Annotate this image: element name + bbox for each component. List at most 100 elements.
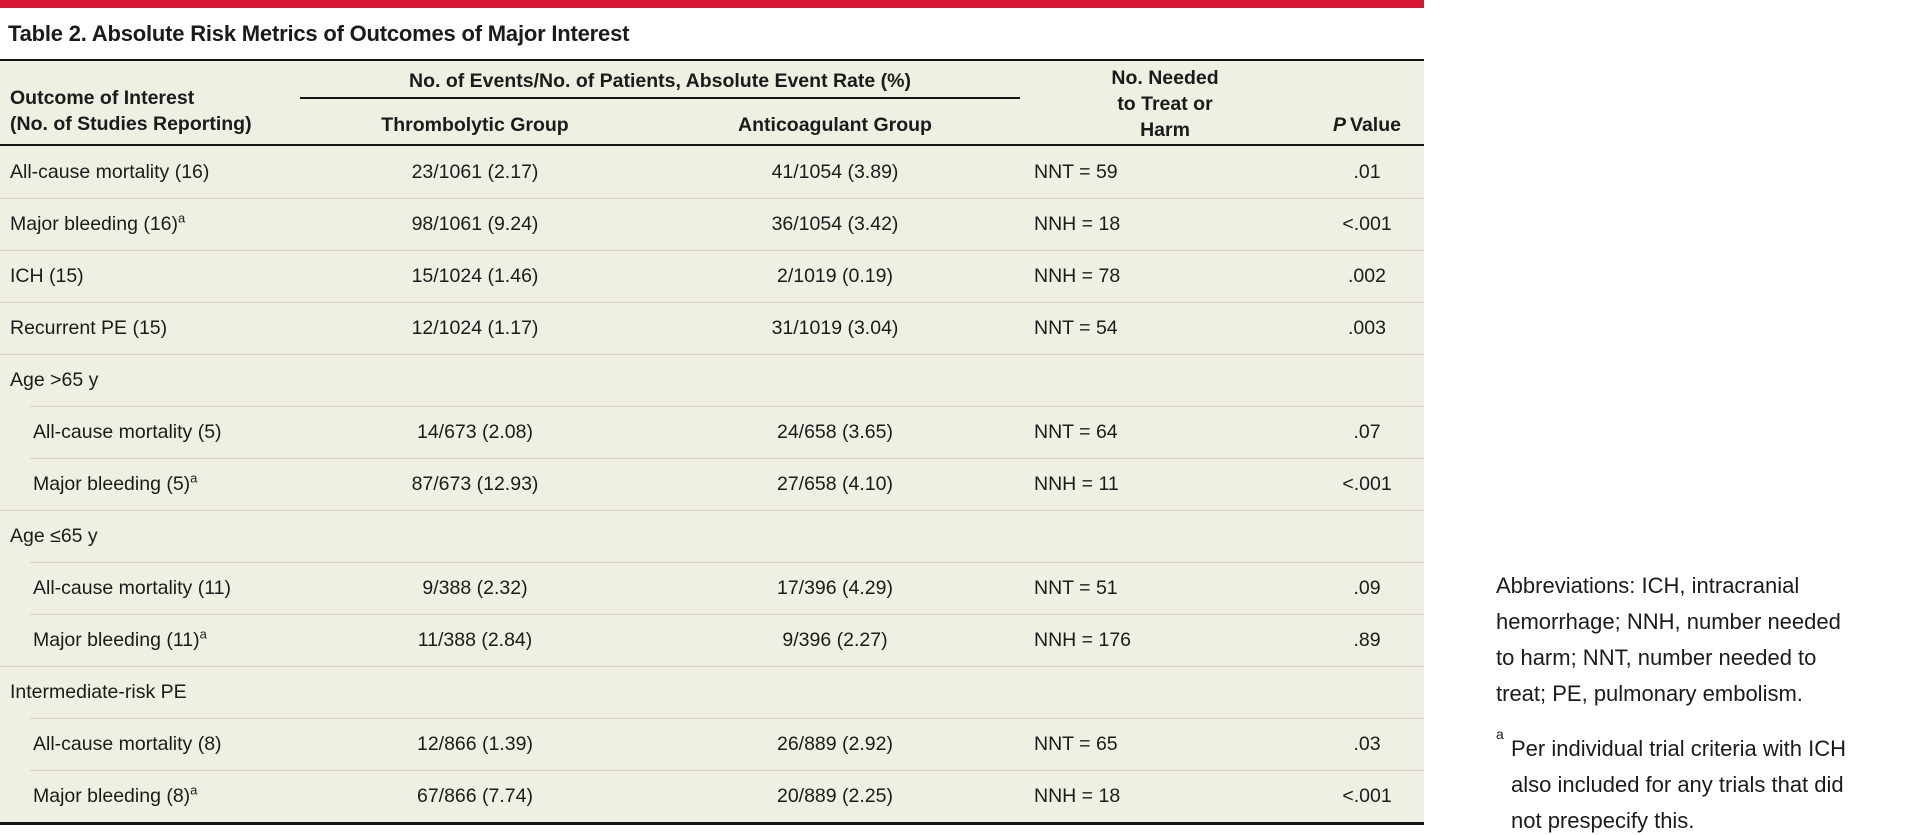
col-header-p-rest: Value [1350, 114, 1401, 136]
table-body: All-cause mortality (16) 23/1061 (2.17) 41… [0, 146, 1424, 822]
table-row: All-cause mortality (16) 23/1061 (2.17) 41… [0, 146, 1424, 198]
anticoagulant-cell: 27/658 (4.10) [776, 472, 893, 495]
outcome-cell: Major bleeding (11)a [33, 626, 207, 651]
section-label: Age ≤65 y [10, 524, 98, 547]
col-header-outcome: Outcome of Interest (No. of Studies Repo… [0, 61, 300, 144]
nnt-nnh-cell: NNH = 18 [1034, 784, 1121, 807]
footnote-ref: a [190, 782, 198, 797]
section-label: Age >65 y [10, 368, 99, 391]
col-header-nnt: No. Needed to Treat or Harm [1020, 61, 1310, 144]
thrombolytic-cell: 98/1061 (9.24) [411, 212, 539, 235]
col-header-nnt-line2: to Treat or [1117, 92, 1213, 115]
outcome-cell: Recurrent PE (15) [10, 316, 168, 339]
thrombolytic-cell: 87/673 (12.93) [411, 472, 539, 495]
abbreviations-line: treat; PE, pulmonary embolism. [1496, 681, 1803, 706]
footnote-a: a Per individual trial criteria with ICH… [1496, 727, 1924, 835]
section-row: Age >65 y [0, 354, 1424, 406]
thrombolytic-cell: 11/388 (2.84) [417, 628, 533, 651]
footnote-line: not prespecify this. [1511, 808, 1695, 833]
outcome-cell: All-cause mortality (8) [33, 732, 222, 755]
p-value-cell: .89 [1353, 628, 1381, 651]
nnt-nnh-cell: NNT = 51 [1034, 576, 1118, 599]
group-header-events: No. of Events/No. of Patients, Absolute … [300, 61, 1020, 99]
nnt-nnh-cell: NNH = 78 [1034, 264, 1121, 287]
anticoagulant-cell: 2/1019 (0.19) [776, 264, 893, 287]
table-row: All-cause mortality (8) 12/866 (1.39) 26/8… [0, 718, 1424, 770]
section-row: Intermediate-risk PE [0, 666, 1424, 718]
footnote-ref: a [178, 210, 186, 225]
thrombolytic-cell: 12/1024 (1.17) [411, 316, 539, 339]
outcome-cell: Major bleeding (16)a [10, 210, 186, 235]
col-header-anticoagulant: Anticoagulant Group [738, 114, 932, 136]
footnote-ref: a [199, 626, 207, 641]
accent-bar [0, 0, 1424, 8]
p-value-cell: .01 [1353, 160, 1381, 183]
outcome-cell: All-cause mortality (16) [10, 160, 210, 183]
table-row: All-cause mortality (5) 14/673 (2.08) 24/6… [0, 406, 1424, 458]
nnt-nnh-cell: NNT = 59 [1034, 160, 1118, 183]
anticoagulant-cell: 17/396 (4.29) [776, 576, 893, 599]
anticoagulant-cell: 20/889 (2.25) [776, 784, 893, 807]
anticoagulant-cell: 31/1019 (3.04) [771, 316, 899, 339]
col-header-pvalue: P Value [1310, 61, 1424, 144]
abbreviations-line: hemorrhage; NNH, number needed [1496, 609, 1841, 634]
footnote-line: also included for any trials that did [1511, 772, 1844, 797]
thrombolytic-cell: 15/1024 (1.46) [411, 264, 539, 287]
anticoagulant-cell: 24/658 (3.65) [776, 420, 893, 443]
abbreviations-line: to harm; NNT, number needed to [1496, 645, 1817, 670]
thrombolytic-cell: 14/673 (2.08) [416, 420, 533, 443]
nnt-nnh-cell: NNT = 54 [1034, 316, 1118, 339]
col-group-events: No. of Events/No. of Patients, Absolute … [300, 61, 1020, 144]
outcome-cell: ICH (15) [10, 264, 84, 287]
nnt-nnh-cell: NNT = 65 [1034, 732, 1118, 755]
footnote-lines: Per individual trial criteria with ICH a… [1511, 731, 1924, 835]
table-row: All-cause mortality (11) 9/388 (2.32) 17/3… [0, 562, 1424, 614]
col-header-nnt-lines: No. Needed to Treat or Harm [1111, 65, 1218, 143]
p-value-cell: .002 [1348, 264, 1386, 287]
section-label: Intermediate-risk PE [10, 680, 187, 703]
nnt-nnh-cell: NNH = 176 [1034, 628, 1132, 651]
nnt-nnh-cell: NNH = 11 [1034, 472, 1119, 495]
table-row: Major bleeding (16)a 98/1061 (9.24) 36/105… [0, 198, 1424, 250]
outcome-cell: Major bleeding (5)a [33, 470, 198, 495]
anticoagulant-cell: 41/1054 (3.89) [771, 160, 899, 183]
thrombolytic-cell: 12/866 (1.39) [416, 732, 533, 755]
table-row: ICH (15) 15/1024 (1.46) 2/1019 (0.19) NNH =… [0, 250, 1424, 302]
col-header-outcome-line2: (No. of Studies Reporting) [10, 113, 252, 135]
footnote-ref: a [190, 470, 198, 485]
anticoagulant-cell: 36/1054 (3.42) [771, 212, 899, 235]
abbreviations-line: Abbreviations: ICH, intracranial [1496, 573, 1800, 598]
p-value-cell: .09 [1353, 576, 1381, 599]
thrombolytic-cell: 67/866 (7.74) [416, 784, 533, 807]
col-header-nnt-line3: Harm [1140, 118, 1190, 141]
p-value-cell: <.001 [1342, 212, 1392, 235]
table-header: Outcome of Interest (No. of Studies Repo… [0, 61, 1424, 146]
section-row: Age ≤65 y [0, 510, 1424, 562]
nnt-nnh-cell: NNH = 18 [1034, 212, 1121, 235]
p-value-cell: .003 [1348, 316, 1386, 339]
p-value-cell: .07 [1353, 420, 1381, 443]
thrombolytic-cell: 9/388 (2.32) [422, 576, 528, 599]
table-row: Recurrent PE (15) 12/1024 (1.17) 31/1019 (… [0, 302, 1424, 354]
abbreviations-note: Abbreviations: ICH, intracranial hemorrh… [1496, 568, 1924, 712]
col-header-outcome-line1: Outcome of Interest [10, 87, 195, 109]
outcome-cell: All-cause mortality (5) [33, 420, 222, 443]
anticoagulant-cell: 9/396 (2.27) [782, 628, 888, 651]
title-bar: Table 2. Absolute Risk Metrics of Outcom… [0, 8, 1424, 61]
thrombolytic-cell: 23/1061 (2.17) [411, 160, 539, 183]
sub-headers: Thrombolytic Group Anticoagulant Group [300, 99, 1020, 144]
footnote-line: Per individual trial criteria with ICH [1511, 736, 1846, 761]
nnt-nnh-cell: NNT = 64 [1034, 420, 1118, 443]
col-header-thrombolytic: Thrombolytic Group [381, 114, 569, 136]
table-row: Major bleeding (11)a 11/388 (2.84) 9/396 (… [0, 614, 1424, 666]
notes-panel: Abbreviations: ICH, intracranial hemorrh… [1496, 568, 1924, 835]
table-panel: Table 2. Absolute Risk Metrics of Outcom… [0, 0, 1424, 825]
table-row: Major bleeding (8)a 67/866 (7.74) 20/889 (… [0, 770, 1424, 822]
p-value-cell: <.001 [1342, 472, 1392, 495]
outcome-cell: Major bleeding (8)a [33, 782, 198, 807]
risk-table: Outcome of Interest (No. of Studies Repo… [0, 61, 1424, 825]
table-title: Table 2. Absolute Risk Metrics of Outcom… [8, 20, 630, 46]
p-value-cell: .03 [1353, 732, 1381, 755]
anticoagulant-cell: 26/889 (2.92) [776, 732, 893, 755]
